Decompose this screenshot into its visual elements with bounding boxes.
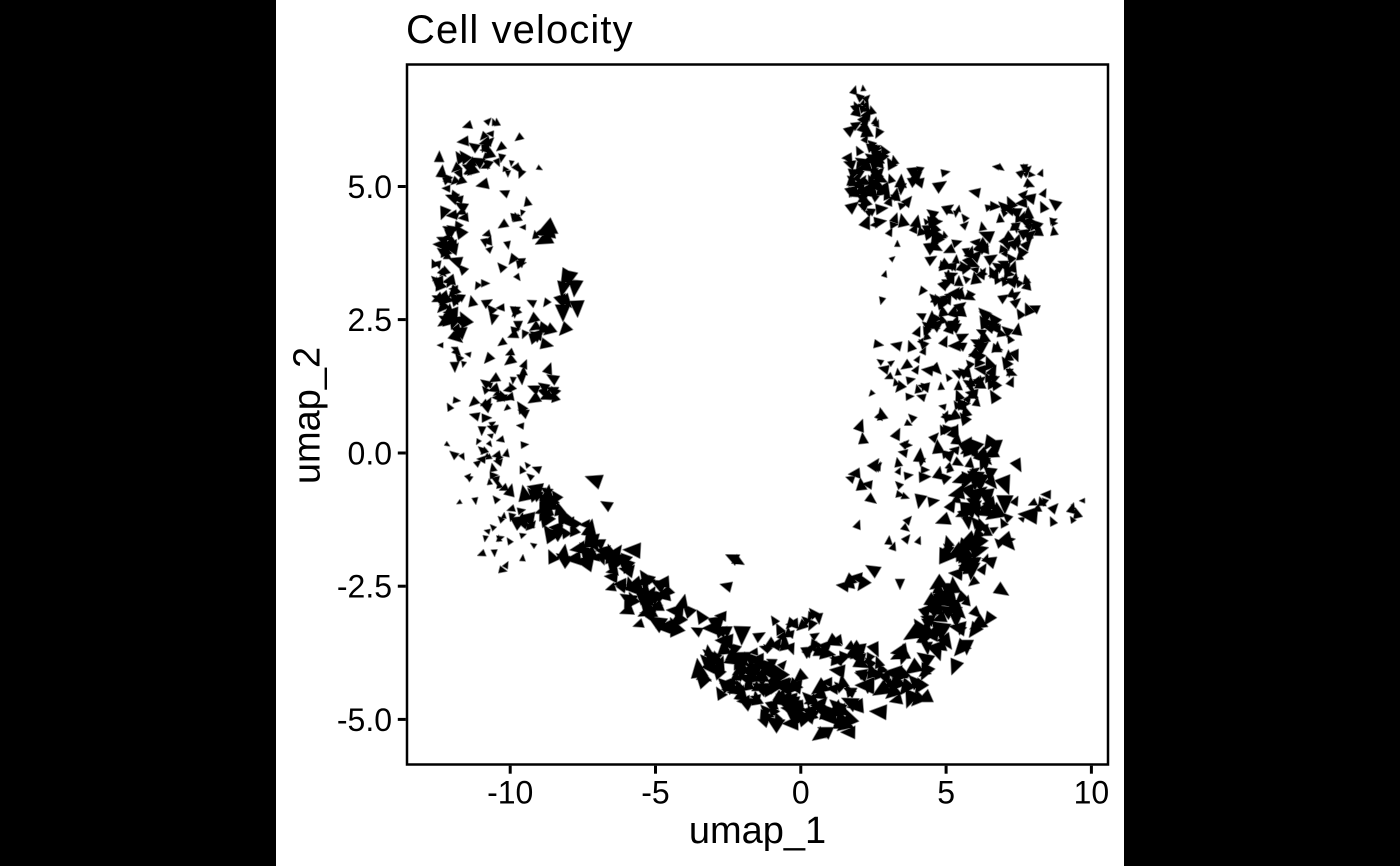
svg-text:umap_2: umap_2 bbox=[286, 347, 328, 484]
svg-text:umap_1: umap_1 bbox=[689, 810, 826, 852]
svg-text:10: 10 bbox=[1074, 775, 1110, 811]
svg-text:5.0: 5.0 bbox=[348, 169, 392, 205]
svg-text:-2.5: -2.5 bbox=[337, 569, 392, 605]
svg-text:0.0: 0.0 bbox=[348, 436, 392, 472]
svg-text:0: 0 bbox=[792, 775, 810, 811]
svg-text:2.5: 2.5 bbox=[348, 302, 392, 338]
svg-text:Cell velocity: Cell velocity bbox=[406, 8, 634, 52]
svg-text:-5.0: -5.0 bbox=[337, 702, 392, 738]
svg-text:-10: -10 bbox=[487, 775, 533, 811]
svg-text:-5: -5 bbox=[641, 775, 669, 811]
svg-text:5: 5 bbox=[937, 775, 955, 811]
